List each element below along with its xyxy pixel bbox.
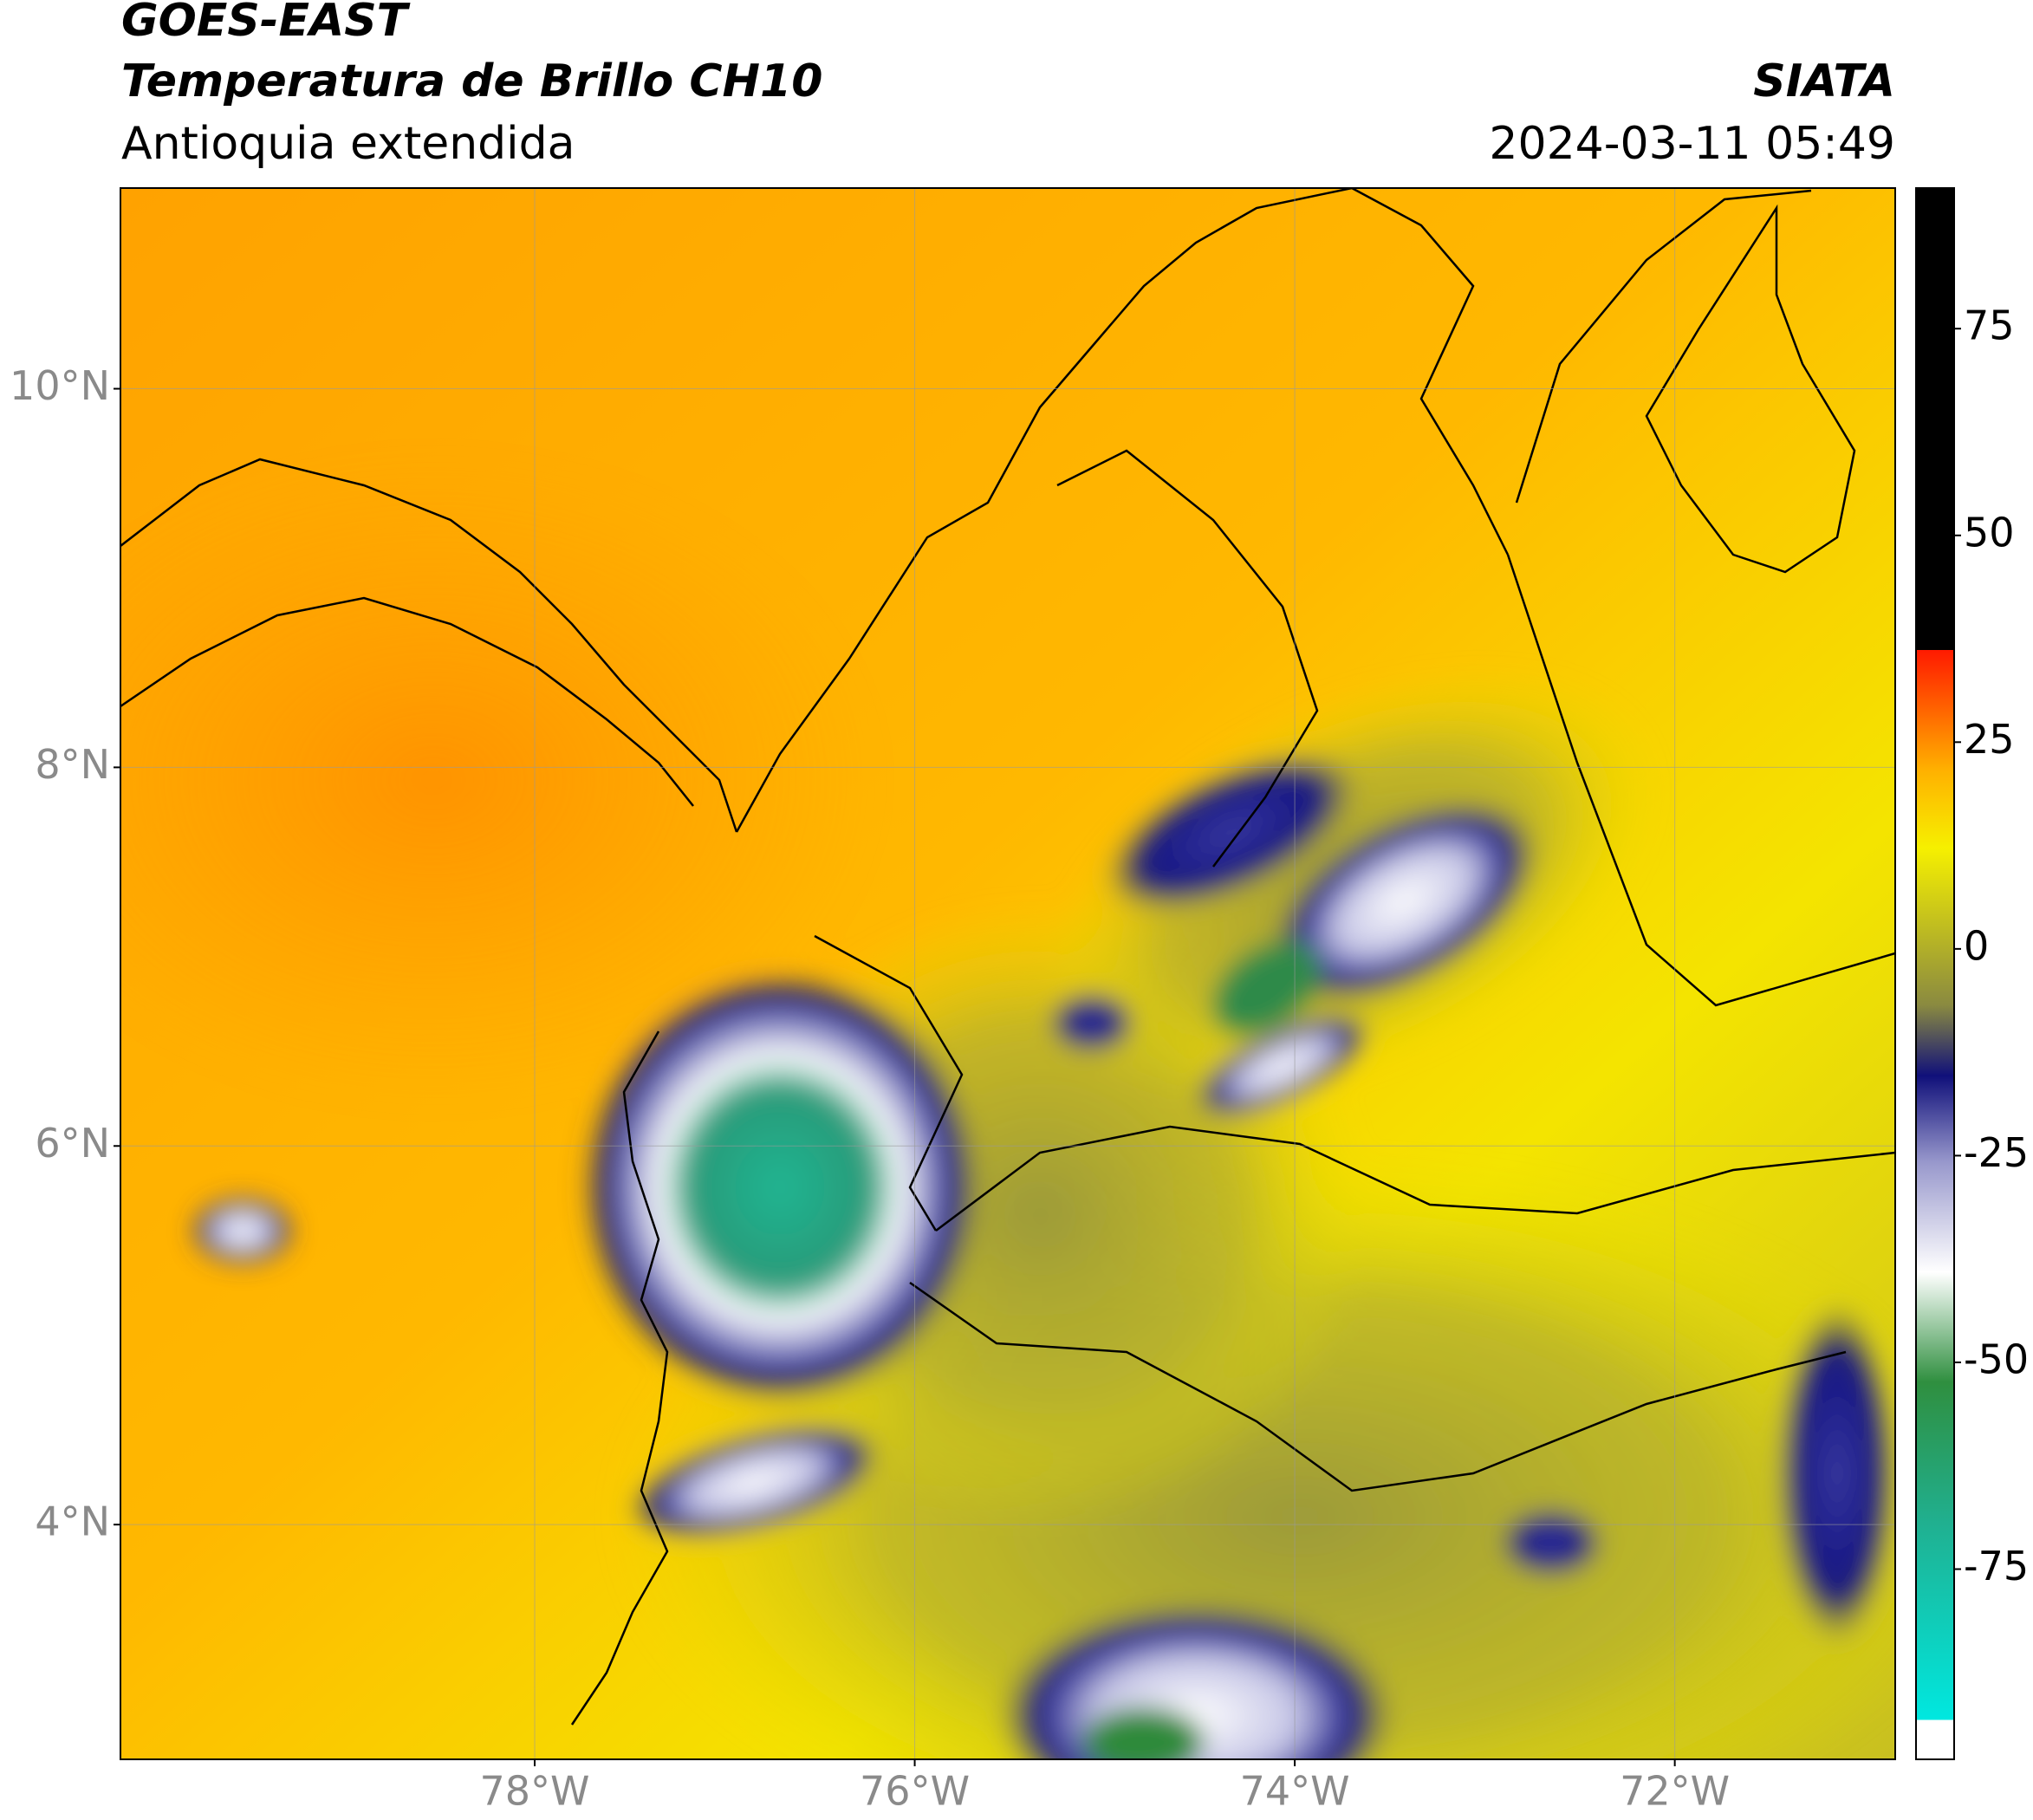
y-tick-label: 6°N — [35, 1120, 110, 1167]
y-tick-label: 4°N — [35, 1498, 110, 1545]
coastlines — [120, 188, 1895, 1726]
colorbar-tick-label: 75 — [1964, 302, 2015, 349]
datetime: 2024-03-11 05:49 — [1489, 118, 1895, 170]
x-tick-label: 76°W — [860, 1768, 970, 1815]
y-tick-label: 10°N — [10, 362, 110, 409]
colorbar-tick-label: 25 — [1964, 716, 2015, 763]
colorbar-tick-label: 0 — [1964, 922, 1989, 969]
region: Antioquia extendida — [121, 118, 575, 170]
x-tick-label: 74°W — [1240, 1768, 1350, 1815]
colorbar — [1915, 187, 1955, 1760]
x-tick-label: 78°W — [479, 1768, 589, 1815]
grid — [120, 188, 1895, 1759]
colorbar-tick-label: 50 — [1964, 509, 2015, 556]
map-frame — [120, 187, 1896, 1760]
y-tick-label: 8°N — [35, 741, 110, 788]
source: SIATA — [1753, 55, 1895, 107]
clouds — [120, 451, 1895, 1759]
map-image — [120, 188, 1895, 1759]
title: GOES-EAST — [121, 0, 411, 47]
colorbar-tick-label: -75 — [1964, 1543, 2029, 1589]
colorbar-tick-label: -25 — [1964, 1129, 2029, 1176]
subtitle: Temperatura de Brillo CH10 — [121, 55, 822, 107]
x-tick-label: 72°W — [1620, 1768, 1730, 1815]
colorbar-tick-label: -50 — [1964, 1336, 2029, 1382]
